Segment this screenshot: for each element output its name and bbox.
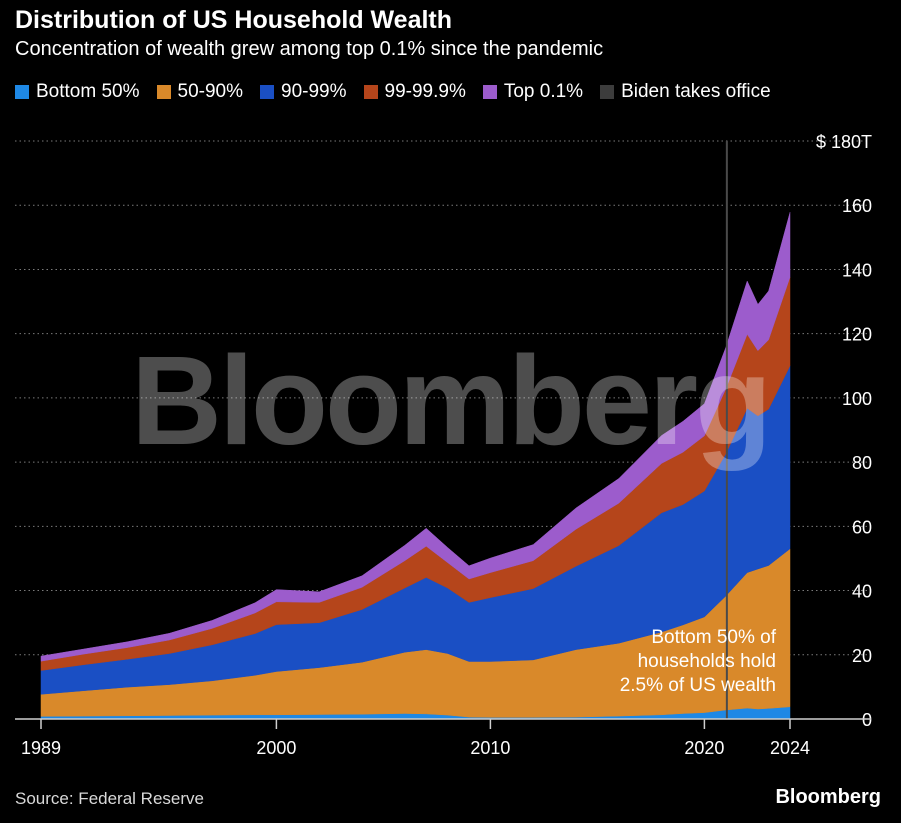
legend-swatch: [482, 85, 497, 99]
y-tick-label: 20: [852, 646, 872, 666]
legend-swatch: [363, 85, 378, 99]
legend-label: 99-99.9%: [384, 81, 466, 102]
stacked-areas: [40, 212, 791, 720]
watermark-text: Bloomberg: [131, 330, 769, 471]
legend-label: Bottom 50%: [36, 81, 140, 102]
axes: 0 20 40 60 80 100 120 140 160 $ 180T 1989 2000 2010 2…: [15, 132, 872, 758]
y-tick-label: 100: [842, 389, 872, 409]
area-series-top-0-1: [40, 212, 791, 662]
chart-subtitle: Concentration of wealth grew among top 0…: [15, 38, 604, 60]
y-tick-label: 120: [842, 325, 872, 345]
legend-swatch: [156, 85, 171, 99]
chart-legend: Bottom 50% 50-90% 90-99% 99-99.9% Top 0.…: [15, 81, 788, 103]
y-tick-label: 140: [842, 260, 872, 280]
x-tick-label: 2020: [684, 738, 724, 758]
legend-label: 90-99%: [281, 81, 347, 102]
legend-swatch: [260, 85, 274, 99]
legend-label: 50-90%: [177, 81, 244, 102]
legend-item-90-99: 90-99%: [260, 81, 347, 103]
legend-item-top-0-1: Top 0.1%: [482, 81, 584, 103]
watermark: Bloomberg: [131, 330, 772, 471]
legend-label: Top 0.1%: [503, 81, 584, 102]
legend-item-biden-takes-office: Biden takes office: [600, 81, 771, 103]
annotation: Bottom 50% of households hold 2.5% of US w…: [620, 627, 777, 696]
legend-label: Biden takes office: [621, 81, 771, 102]
legend-item-99-99-9: 99-99.9%: [363, 81, 466, 103]
x-tick-label: 2024: [770, 738, 810, 758]
legend-swatch: [15, 85, 29, 99]
x-tick-label: 1989: [21, 738, 61, 758]
legend-item-50-90: 50-90%: [156, 81, 244, 103]
annotation-line: households hold: [638, 651, 776, 672]
chart-title: Distribution of US Household Wealth: [15, 6, 453, 34]
x-tick-label: 2010: [470, 738, 510, 758]
y-tick-label: 0: [862, 710, 872, 730]
x-tick-label: 2000: [256, 738, 296, 758]
legend-item-bottom-50: Bottom 50%: [15, 81, 140, 103]
annotation-line: 2.5% of US wealth: [620, 675, 776, 696]
brand-logo: Bloomberg: [775, 786, 881, 808]
source-note: Source: Federal Reserve: [15, 789, 204, 808]
y-tick-label: 160: [842, 196, 872, 216]
y-tick-label: 80: [852, 453, 872, 473]
y-tick-label: $ 180T: [816, 132, 872, 152]
y-tick-label: 60: [852, 517, 872, 537]
legend-swatch: [600, 85, 615, 99]
y-tick-label: 40: [852, 582, 872, 602]
annotation-line: Bottom 50% of: [651, 627, 776, 648]
